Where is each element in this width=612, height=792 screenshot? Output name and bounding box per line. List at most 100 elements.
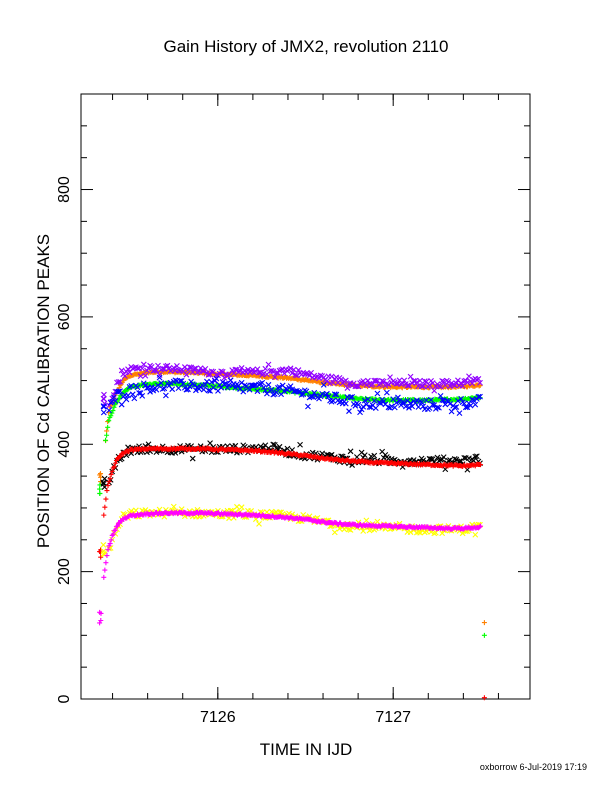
data-point — [355, 383, 362, 390]
data-point — [104, 428, 110, 434]
data-point — [137, 373, 144, 379]
data-point — [447, 400, 453, 407]
data-point — [155, 382, 161, 389]
data-point — [240, 388, 247, 395]
data-point — [431, 387, 438, 394]
data-point — [218, 368, 225, 375]
data-point — [328, 373, 335, 380]
data-point — [107, 541, 113, 547]
data-point — [305, 403, 311, 410]
data-point — [461, 455, 468, 461]
data-point — [178, 377, 185, 384]
data-point — [420, 403, 427, 410]
data-point — [331, 529, 338, 536]
data-point — [251, 382, 258, 389]
data-point — [104, 553, 110, 559]
data-point — [464, 404, 471, 411]
data-point — [106, 407, 112, 414]
data-point — [423, 528, 430, 535]
data-point — [256, 369, 262, 376]
data-point — [325, 393, 332, 400]
data-point — [428, 396, 434, 403]
data-point — [105, 547, 111, 553]
data-point — [458, 395, 464, 402]
data-point — [464, 379, 471, 386]
data-point — [100, 479, 107, 486]
data-point — [114, 523, 120, 529]
data-point — [287, 383, 294, 389]
data-point — [298, 392, 305, 398]
data-point — [380, 398, 387, 405]
data-point — [163, 392, 169, 399]
data-point — [413, 397, 420, 404]
data-point — [117, 454, 123, 460]
data-point — [111, 528, 117, 534]
data-point — [262, 387, 269, 394]
data-point — [118, 401, 125, 408]
x-tick-label: 7127 — [375, 709, 411, 726]
data-point — [180, 380, 187, 387]
data-point — [316, 375, 322, 382]
axis-ticks: 7126 7127 0 200 400 600 800 — [56, 94, 530, 726]
data-point — [453, 380, 460, 387]
data-point — [151, 367, 158, 374]
data-point — [445, 378, 452, 385]
data-point — [163, 363, 169, 370]
data-point — [470, 397, 477, 404]
data-point — [420, 383, 427, 389]
data-points — [97, 361, 487, 701]
data-point — [175, 385, 182, 392]
data-point — [204, 378, 210, 385]
data-point — [440, 454, 447, 461]
data-point — [186, 364, 193, 370]
data-point — [98, 474, 104, 480]
data-point — [129, 391, 136, 398]
data-point — [158, 380, 165, 386]
data-point — [134, 365, 141, 372]
data-point — [271, 442, 278, 448]
data-point — [118, 453, 124, 459]
data-point — [448, 408, 455, 415]
data-point — [410, 457, 417, 463]
data-point — [303, 388, 310, 395]
data-point — [129, 365, 136, 372]
data-point — [290, 366, 297, 373]
data-point — [344, 385, 351, 391]
y-tick-label: 600 — [56, 303, 73, 330]
data-point — [347, 448, 354, 455]
data-point — [117, 378, 124, 385]
data-point — [412, 400, 419, 406]
data-point — [475, 376, 482, 382]
data-point — [112, 398, 119, 404]
data-point — [398, 402, 404, 408]
data-point — [156, 374, 163, 381]
data-point — [339, 453, 346, 460]
data-point — [170, 503, 177, 510]
data-point — [328, 451, 335, 458]
data-point — [276, 509, 283, 516]
data-point — [347, 394, 354, 401]
x-tick-label: 7126 — [200, 709, 236, 726]
data-point — [379, 378, 386, 384]
data-point — [147, 388, 153, 395]
data-point — [109, 468, 115, 474]
data-point — [115, 388, 122, 395]
data-point — [117, 388, 124, 394]
data-point — [281, 388, 288, 395]
data-point — [131, 395, 138, 402]
data-point — [270, 391, 277, 398]
data-point — [202, 381, 209, 388]
x-axis-label: TIME IN IJD — [260, 740, 353, 759]
data-point — [246, 386, 253, 393]
data-point — [97, 620, 103, 626]
data-point — [413, 379, 420, 386]
data-point — [121, 373, 128, 379]
data-point — [139, 365, 146, 372]
data-point — [355, 401, 362, 408]
data-point — [234, 503, 240, 510]
data-point — [262, 365, 269, 372]
data-point — [100, 409, 107, 416]
data-point — [172, 377, 179, 384]
data-point — [104, 488, 110, 494]
data-point — [145, 441, 152, 448]
